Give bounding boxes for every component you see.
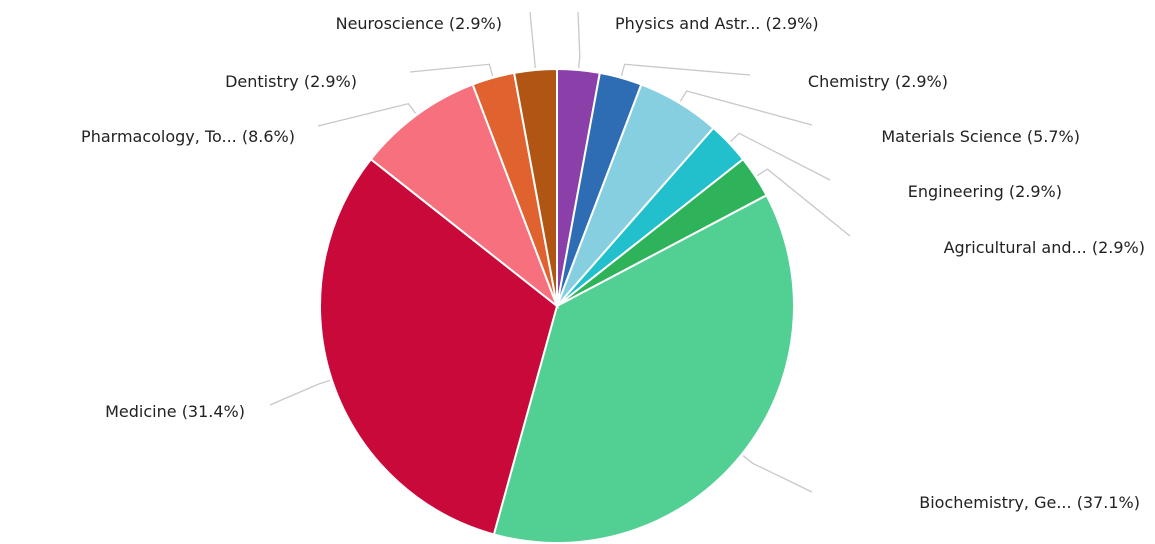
pie-slice xyxy=(492,193,795,544)
leader-line xyxy=(317,102,417,127)
slice-category: Agricultural and... xyxy=(944,238,1087,257)
pie-slice xyxy=(369,83,560,310)
slice-value-label: (2.9%) xyxy=(304,72,357,91)
pie-slice xyxy=(319,157,559,536)
slice-label: Biochemistry, Ge... (37.1%) xyxy=(919,493,1140,512)
leader-line xyxy=(679,90,813,126)
slice-value-label: (2.9%) xyxy=(1009,182,1062,201)
slice-category: Dentistry xyxy=(225,72,299,91)
slice-value-label: (37.1%) xyxy=(1077,493,1140,512)
slice-category: Biochemistry, Ge... xyxy=(919,493,1071,512)
slice-label: Dentistry (2.9%) xyxy=(225,72,357,91)
slice-category: Materials Science xyxy=(881,127,1021,146)
slice-value-label: (2.9%) xyxy=(765,14,818,33)
slice-value-label: (2.9%) xyxy=(1092,238,1145,257)
slice-category: Engineering xyxy=(908,182,1004,201)
slice-value-label: (5.7%) xyxy=(1027,127,1080,146)
leader-line xyxy=(620,63,751,77)
slice-category: Physics and Astr... xyxy=(615,14,760,33)
slice-value-label: (2.9%) xyxy=(449,14,502,33)
slice-label: Materials Science (5.7%) xyxy=(881,127,1080,146)
slice-value-label: (31.4%) xyxy=(182,402,245,421)
slice-category: Medicine xyxy=(105,402,176,421)
slice-label: Physics and Astr... (2.9%) xyxy=(615,14,819,33)
leader-line xyxy=(742,455,813,493)
slice-label: Medicine (31.4%) xyxy=(105,402,245,421)
leader-line xyxy=(729,132,831,181)
slice-category: Pharmacology, To... xyxy=(81,127,237,146)
slice-value-label: (8.6%) xyxy=(242,127,295,146)
leader-line xyxy=(409,63,494,77)
pie-slice xyxy=(512,67,558,307)
leader-line xyxy=(269,379,331,406)
leader-line xyxy=(577,11,581,69)
leader-line xyxy=(529,11,536,69)
leader-line xyxy=(756,168,851,237)
slice-label: Neuroscience (2.9%) xyxy=(336,14,502,33)
slice-value-label: (2.9%) xyxy=(895,72,948,91)
slice-label: Pharmacology, To... (8.6%) xyxy=(81,127,295,146)
slice-label: Engineering (2.9%) xyxy=(908,182,1062,201)
slice-category: Chemistry xyxy=(808,72,890,91)
slice-label: Agricultural and... (2.9%) xyxy=(944,238,1145,257)
slice-category: Neuroscience xyxy=(336,14,444,33)
slice-label: Chemistry (2.9%) xyxy=(808,72,948,91)
